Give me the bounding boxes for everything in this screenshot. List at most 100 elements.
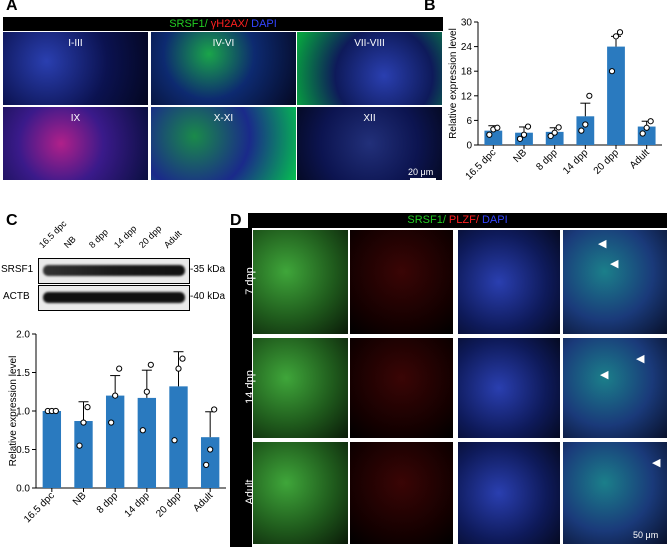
micrograph-tile-a: I-III xyxy=(3,32,148,105)
western-blot: 16.5 dpc NB 8 dpp 14 dpp 20 dpp Adult SRSF1 A… xyxy=(0,219,240,317)
x-tick-label: Adult xyxy=(628,147,652,171)
y-tick-label: 0.0 xyxy=(16,484,30,495)
data-point xyxy=(494,124,501,131)
data-point xyxy=(582,121,589,128)
micrograph-tile-d xyxy=(253,442,348,544)
wb-protein-srsf1: SRSF1 xyxy=(1,264,34,275)
data-point xyxy=(207,446,214,453)
data-point xyxy=(643,124,650,131)
x-tick-label: 14 dpp xyxy=(123,490,153,520)
micrograph-tile-a: XII xyxy=(297,107,442,180)
scale-bar-a: 20 μm xyxy=(408,167,434,177)
data-point xyxy=(52,407,59,415)
panel-label-a: A xyxy=(6,0,18,14)
x-tick-label: NB xyxy=(512,147,530,165)
wb-size-35-text: 35 kDa xyxy=(193,264,226,275)
d-dapi-label: DAPI xyxy=(478,214,508,226)
stage-label: X-XI xyxy=(213,113,234,124)
data-point xyxy=(551,129,558,136)
x-tick-label: 20 dpp xyxy=(592,147,622,177)
wb-size-40-text: 40 kDa xyxy=(193,291,226,302)
micrograph-tile-d xyxy=(563,230,667,334)
micrograph-tile-d xyxy=(253,338,348,438)
gh2ax-label: γH2AX/ xyxy=(207,18,249,30)
stage-label: IX xyxy=(70,113,81,124)
y-tick-label: 18 xyxy=(461,67,473,78)
panel-label-b: B xyxy=(424,0,436,14)
y-tick-label: 0 xyxy=(466,141,472,152)
wb-lane-label: 20 dpp xyxy=(136,223,164,250)
data-point xyxy=(203,461,210,468)
data-point xyxy=(608,68,616,75)
data-point xyxy=(179,355,186,362)
stage-label: XII xyxy=(363,113,376,124)
data-point xyxy=(211,406,218,413)
wb-band-actb xyxy=(38,285,190,311)
micrograph-tile-d xyxy=(563,338,667,438)
y-tick-label: 0.5 xyxy=(16,445,30,456)
panel-label-c: C xyxy=(6,212,18,229)
row-label: 14 dpp xyxy=(244,370,256,404)
wb-size-35: -35 kDa xyxy=(190,264,226,275)
panel-d-channel-header: SRSF1/ PLZF/ DAPI xyxy=(248,213,667,228)
arrowhead-icon: ◀ xyxy=(600,369,609,381)
d-srsf1-label: SRSF1/ xyxy=(407,214,446,226)
micrograph-tile-d xyxy=(253,230,348,334)
wb-band-srsf1 xyxy=(38,258,190,284)
micrograph-tile-d xyxy=(350,442,453,544)
panel-a-channel-header: SRSF1/ γH2AX/ DAPI xyxy=(3,17,443,31)
bar xyxy=(169,386,188,488)
data-point xyxy=(547,132,554,140)
scale-bar-line-a xyxy=(410,178,436,180)
bar xyxy=(137,397,157,488)
data-point xyxy=(612,33,620,40)
x-tick-label: 16.5 dpc xyxy=(22,490,57,525)
wb-actb-bands xyxy=(43,292,185,303)
arrowhead-icon: ◀ xyxy=(652,457,661,469)
x-tick-label: Adult xyxy=(191,490,215,514)
data-point xyxy=(524,123,532,130)
wb-size-40: -40 kDa xyxy=(190,291,226,302)
bar xyxy=(74,421,93,488)
micrograph-tile-a: X-XI xyxy=(151,107,296,180)
wb-lane-label: Adult xyxy=(161,228,184,250)
y-tick-label: 12 xyxy=(461,91,473,102)
data-point xyxy=(616,29,624,36)
x-tick-label: 8 dpp xyxy=(534,147,560,173)
y-tick-label: 1.0 xyxy=(16,407,30,418)
stage-label: I-III xyxy=(68,38,83,49)
data-point xyxy=(143,388,150,395)
y-tick-label: 6 xyxy=(466,116,472,127)
data-point xyxy=(108,419,115,426)
micrograph-tile-d xyxy=(458,338,560,438)
arrowhead-icon: ◀ xyxy=(636,353,645,365)
micrograph-tile-d xyxy=(350,338,453,438)
scale-bar-d: 50 μm xyxy=(633,530,659,540)
bar xyxy=(576,116,595,145)
micrograph-tile-a: IX xyxy=(3,107,148,180)
y-axis-label: Relative expression level xyxy=(448,28,459,139)
data-point xyxy=(578,127,585,134)
micrograph-tile-d xyxy=(458,230,560,334)
x-tick-label: 14 dpp xyxy=(561,147,591,177)
bar xyxy=(42,411,62,488)
bar xyxy=(515,132,533,145)
micrograph-tile-d xyxy=(350,230,453,334)
x-tick-label: 8 dpp xyxy=(95,490,121,516)
bar xyxy=(200,437,220,488)
panel-b-chart: 0 6 12 18 24 30 16.5 dpc NB 8 dpp 14 dpp 20 dpp Adu… xyxy=(448,18,662,182)
wb-lane-label: 14 dpp xyxy=(111,223,139,250)
data-point xyxy=(175,365,182,372)
stage-label: IV-VI xyxy=(212,38,235,49)
wb-srsf1-bands xyxy=(43,265,185,276)
row-label-strip xyxy=(230,228,252,547)
arrowhead-icon: ◀ xyxy=(610,258,619,270)
panel-c-chart: 0.0 0.5 1.0 1.5 2.0 16.5 dpc NB 8 dpp 14 dpp 20 d… xyxy=(8,330,226,525)
y-tick-label: 24 xyxy=(461,42,473,53)
data-point xyxy=(139,427,146,434)
micrograph-tile-d xyxy=(563,442,667,544)
data-point xyxy=(80,419,87,426)
y-tick-label: 30 xyxy=(461,18,473,29)
wb-protein-actb: ACTB xyxy=(3,291,30,302)
y-tick-label: 1.5 xyxy=(16,368,30,379)
